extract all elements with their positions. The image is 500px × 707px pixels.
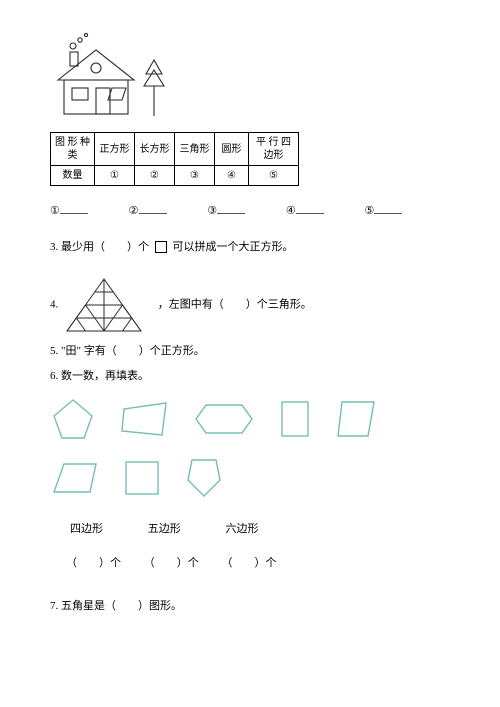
shape-quad [118,399,170,439]
count-hexa: （ ）个 [222,554,277,570]
blank-4[interactable] [296,204,324,214]
cell-5: ⑤ [249,166,299,186]
ans-label-4: ④ [286,205,296,217]
question-7: 7. 五角星是（ ）图形。 [50,598,460,616]
th-rect: 长方形 [135,133,175,166]
cell-1: ① [95,166,135,186]
label-quad: 四边形 [70,520,103,536]
answer-blanks-row: ① ② ③ ④ ⑤ [50,204,460,217]
th-triangle: 三角形 [175,133,215,166]
th-circle: 圆形 [215,133,249,166]
question-4: 4. ，左图中有（ ）个三角形。 [50,275,460,335]
cell-4: ④ [215,166,249,186]
ans-label-3: ③ [207,205,217,217]
label-penta: 五边形 [148,520,181,536]
question-5: 5. "田" 字有（ ）个正方形。 [50,343,460,361]
ans-label-2: ② [129,205,139,217]
q4-prefix: 4. [50,298,61,310]
shape-square [122,458,162,498]
count-quad: （ ）个 [66,554,121,570]
blank-2[interactable] [139,204,167,214]
cell-2: ② [135,166,175,186]
question-3: 3. 最少用（ ）个 可以拼成一个大正方形。 [50,239,460,257]
q4-suffix: ）个三角形。 [246,298,312,310]
th-kind: 图 形 种类 [51,133,95,166]
shape-pentagon2 [184,456,224,500]
q3-mid: ）个 [127,241,152,253]
shapes-row-2 [50,456,460,500]
shape-labels-row: 四边形 五边形 六边形 [50,520,460,536]
ans-label-5: ⑤ [365,205,375,217]
shape-hexagon [192,401,256,437]
shapes-area [50,396,460,500]
blank-3[interactable] [217,204,245,214]
th-square: 正方形 [95,133,135,166]
th-parallelogram: 平 行 四 边形 [249,133,299,166]
shapes-row-1 [50,396,460,442]
cell-3: ③ [175,166,215,186]
counts-row: （ ）个 （ ）个 （ ）个 [50,554,460,570]
shape-pentagon [50,396,96,442]
question-6-title: 6. 数一数，再填表。 [50,368,460,386]
shape-trapezoid [334,398,378,440]
q3-prefix: 3. 最少用（ [50,241,105,253]
house-scene [50,30,460,126]
row-count-label: 数量 [51,166,95,186]
label-hexa: 六边形 [226,520,259,536]
small-square-icon [155,241,167,253]
blank-1[interactable] [60,204,88,214]
shape-rect [278,398,312,440]
blank-5[interactable] [374,204,402,214]
shape-count-table: 图 形 种类 正方形 长方形 三角形 圆形 平 行 四 边形 数量 ① ② ③ … [50,132,299,186]
ans-label-1: ① [50,205,60,217]
shape-quad2 [50,460,100,496]
q3-suffix: 可以拼成一个大正方形。 [170,241,294,253]
q4-mid: ，左图中有（ [158,298,224,310]
triangle-figure [61,275,147,335]
count-penta: （ ）个 [144,554,199,570]
